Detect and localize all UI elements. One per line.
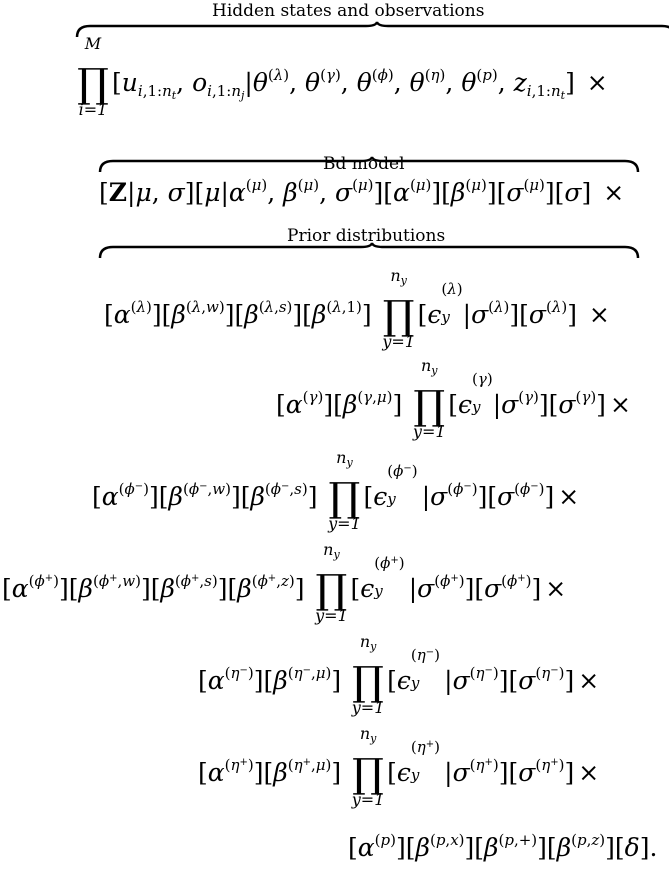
product-operator: ny ∏ y=1 bbox=[382, 266, 415, 351]
equation-line-lambda: [α(λ)][β(λ,w)][β(λ,s)][β(λ,1)] ny ∏ y=1 [ϵ(… bbox=[104, 266, 610, 351]
equation-line-2: [Z|μ, σ][μ|α(μ), β(μ), σ(μ)][α(μ)][β(μ)]… bbox=[99, 176, 625, 207]
brace-prior bbox=[98, 242, 640, 259]
brace-hidden-states bbox=[75, 21, 669, 38]
equation-line-eta-plus: [α(η+)][β(η+,μ)] ny∏y=1[ϵ(η+)y(η+)|σ(η+)… bbox=[198, 724, 600, 809]
equation-line-1: M ∏ i=1 [ui,1:nt, oi,1:nj|θ(λ), θ(γ), θ(… bbox=[74, 34, 608, 119]
equation-line-eta-minus: [α(η−)][β(η−,μ)] ny∏y=1[ϵ(η−)y(η−)|σ(η−)… bbox=[198, 632, 600, 717]
product-operator: ny ∏ y=1 bbox=[351, 724, 385, 809]
equation-line-phi-plus: [α(ϕ+)][β(ϕ+,w)][β(ϕ+,s)][β(ϕ+,z)] ny ∏ y=… bbox=[2, 540, 567, 625]
equation-line-gamma: [α(γ)][β(γ,μ)] ny∏y=1[ϵ(γ)y(γ)|σ(γ)][σ(γ… bbox=[276, 356, 631, 441]
brace-label-prior: Prior distributions bbox=[287, 226, 446, 246]
product-operator: ny ∏ y=1 bbox=[328, 448, 361, 533]
brace-label-hidden-states: Hidden states and observations bbox=[212, 1, 485, 21]
product-operator: ny ∏ y=1 bbox=[412, 356, 446, 441]
equation-line-phi-minus: [α(ϕ−)][β(ϕ−,w)][β(ϕ−,s)] ny∏y=1[ϵ(ϕ−)y(… bbox=[92, 448, 580, 533]
product-operator: ny ∏ y=1 bbox=[351, 632, 385, 717]
equation-line-p: [α(p)][β(p,x)][β(p,+)][β(p,z)][δ]. bbox=[348, 831, 658, 862]
product-operator: M ∏ i=1 bbox=[77, 34, 109, 119]
product-operator: ny ∏ y=1 bbox=[315, 540, 348, 625]
brace-label-bd-model: Bd model bbox=[323, 154, 405, 174]
brace-bd-model bbox=[98, 156, 640, 173]
